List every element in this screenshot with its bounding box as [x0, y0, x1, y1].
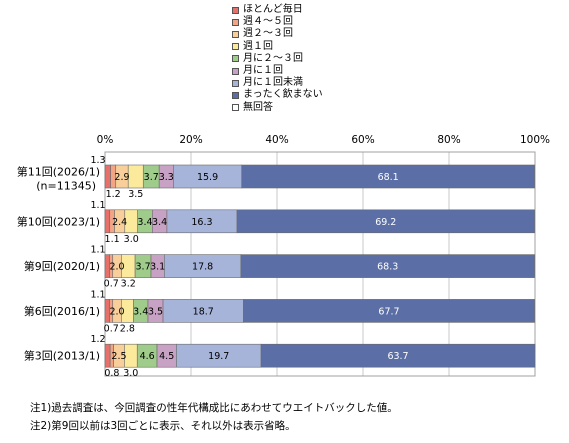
category-label: 第10回(2023/1)	[17, 214, 100, 228]
data-label: 0.7	[104, 279, 119, 290]
category-label: 第3回(2013/1)	[24, 349, 100, 363]
bar-segment	[260, 343, 536, 368]
data-label: 2.0	[109, 262, 124, 273]
category-sublabel: (n=11345)	[36, 180, 96, 193]
category-label: 第11回(2026/1)	[17, 165, 100, 179]
data-label: 67.7	[378, 306, 399, 317]
bar-segment	[104, 164, 111, 189]
legend-item: 月に１回未満	[232, 77, 323, 89]
data-label: 3.7	[144, 172, 159, 183]
legend-label: 週４～５回	[243, 16, 293, 28]
legend-label: 月に１回未満	[243, 77, 303, 89]
legend-item: 月に１回	[232, 65, 323, 77]
bar-segment	[104, 343, 111, 368]
legend-item: ほとんど毎日	[232, 4, 323, 16]
bar-segment	[243, 299, 535, 323]
legend-item: 週１回	[232, 41, 323, 53]
data-label: 3.3	[159, 172, 174, 183]
legend-swatch	[232, 43, 239, 51]
category-label: 第9回(2020/1)	[24, 259, 100, 273]
x-tick-label: 100%	[520, 134, 550, 146]
data-label: 3.4	[137, 217, 152, 228]
data-label: 1.3	[90, 155, 105, 166]
bar-segment	[127, 164, 144, 189]
data-label: 3.0	[123, 368, 138, 379]
legend-swatch	[232, 31, 239, 38]
footnote-2: 注2)第9回以前は3回ごとに表示、それ以外は表示省略。	[30, 420, 296, 432]
data-label: 2.5	[111, 351, 126, 362]
data-label: 2.8	[120, 323, 135, 334]
legend-item: 週４～５回	[232, 16, 323, 28]
legend-label: 月に１回	[243, 65, 283, 77]
data-label: 2.4	[112, 217, 127, 228]
legend-swatch	[232, 18, 239, 26]
data-label: 3.4	[152, 217, 167, 228]
data-label: 1.1	[90, 245, 105, 256]
x-tick-label: 60%	[351, 134, 374, 146]
bar-segment	[236, 209, 535, 234]
footnote-1: 注1)過去調査は、今回調査の性年代構成比にあわせてウエイトバックした値。	[30, 402, 398, 414]
data-label: 1.2	[106, 189, 121, 200]
data-label: 69.2	[375, 217, 396, 228]
x-tick-label: 0%	[97, 134, 114, 146]
chart-legend: ほとんど毎日 週４～５回 週２～３回 週１回 月に２～３回 月に１回 月に１回未満 まったく飲…	[232, 4, 323, 114]
data-label: 1.1	[90, 200, 105, 211]
data-label: 0.8	[104, 368, 119, 379]
legend-swatch	[232, 92, 239, 100]
data-label: 3.4	[133, 306, 148, 317]
legend-swatch	[232, 79, 239, 87]
legend-swatch	[232, 104, 239, 112]
x-tick-label: 80%	[437, 134, 460, 146]
legend-label: 月に２～３回	[243, 52, 303, 64]
data-label: 18.7	[193, 306, 214, 317]
data-label: 3.7	[136, 262, 151, 273]
data-label: 2.0	[109, 306, 124, 317]
legend-swatch	[232, 67, 239, 75]
legend-item: 週２～３回	[232, 28, 323, 40]
data-label: 4.5	[159, 351, 174, 362]
data-label: 68.3	[377, 262, 398, 273]
data-label: 68.1	[378, 172, 399, 183]
legend-item: 月に２～３回	[232, 53, 323, 65]
legend-swatch	[232, 55, 239, 63]
data-label: 63.7	[387, 351, 408, 362]
legend-label: 週２～３回	[243, 28, 293, 40]
bar-segment	[240, 254, 535, 278]
data-label: 1.1	[90, 289, 105, 300]
data-label: 1.1	[105, 234, 120, 245]
data-label: 16.3	[191, 217, 212, 228]
category-label: 第6回(2016/1)	[24, 304, 100, 318]
data-label: 3.5	[148, 306, 163, 317]
legend-label: 週１回	[243, 40, 273, 52]
data-label: 3.5	[128, 189, 143, 200]
data-label: 2.9	[114, 172, 129, 183]
legend-label: ほとんど毎日	[243, 4, 303, 15]
data-label: 4.6	[140, 351, 155, 362]
legend-swatch	[232, 6, 239, 14]
legend-label: 無回答	[243, 101, 273, 113]
data-label: 0.7	[104, 323, 119, 334]
legend-label: まったく飲まない	[243, 89, 323, 101]
data-label: 19.7	[208, 351, 229, 362]
bar-segment	[104, 209, 111, 234]
data-label: 3.1	[150, 262, 165, 273]
data-label: 3.2	[121, 279, 136, 290]
data-label: 15.9	[197, 172, 218, 183]
bar-segment	[241, 164, 535, 189]
data-label: 17.8	[192, 262, 213, 273]
x-tick-label: 20%	[179, 134, 202, 146]
data-label: 3.0	[124, 234, 139, 245]
x-tick-label: 40%	[265, 134, 288, 146]
legend-item: 無回答	[232, 102, 323, 114]
data-label: 1.2	[90, 334, 105, 345]
legend-item: まったく飲まない	[232, 89, 323, 101]
